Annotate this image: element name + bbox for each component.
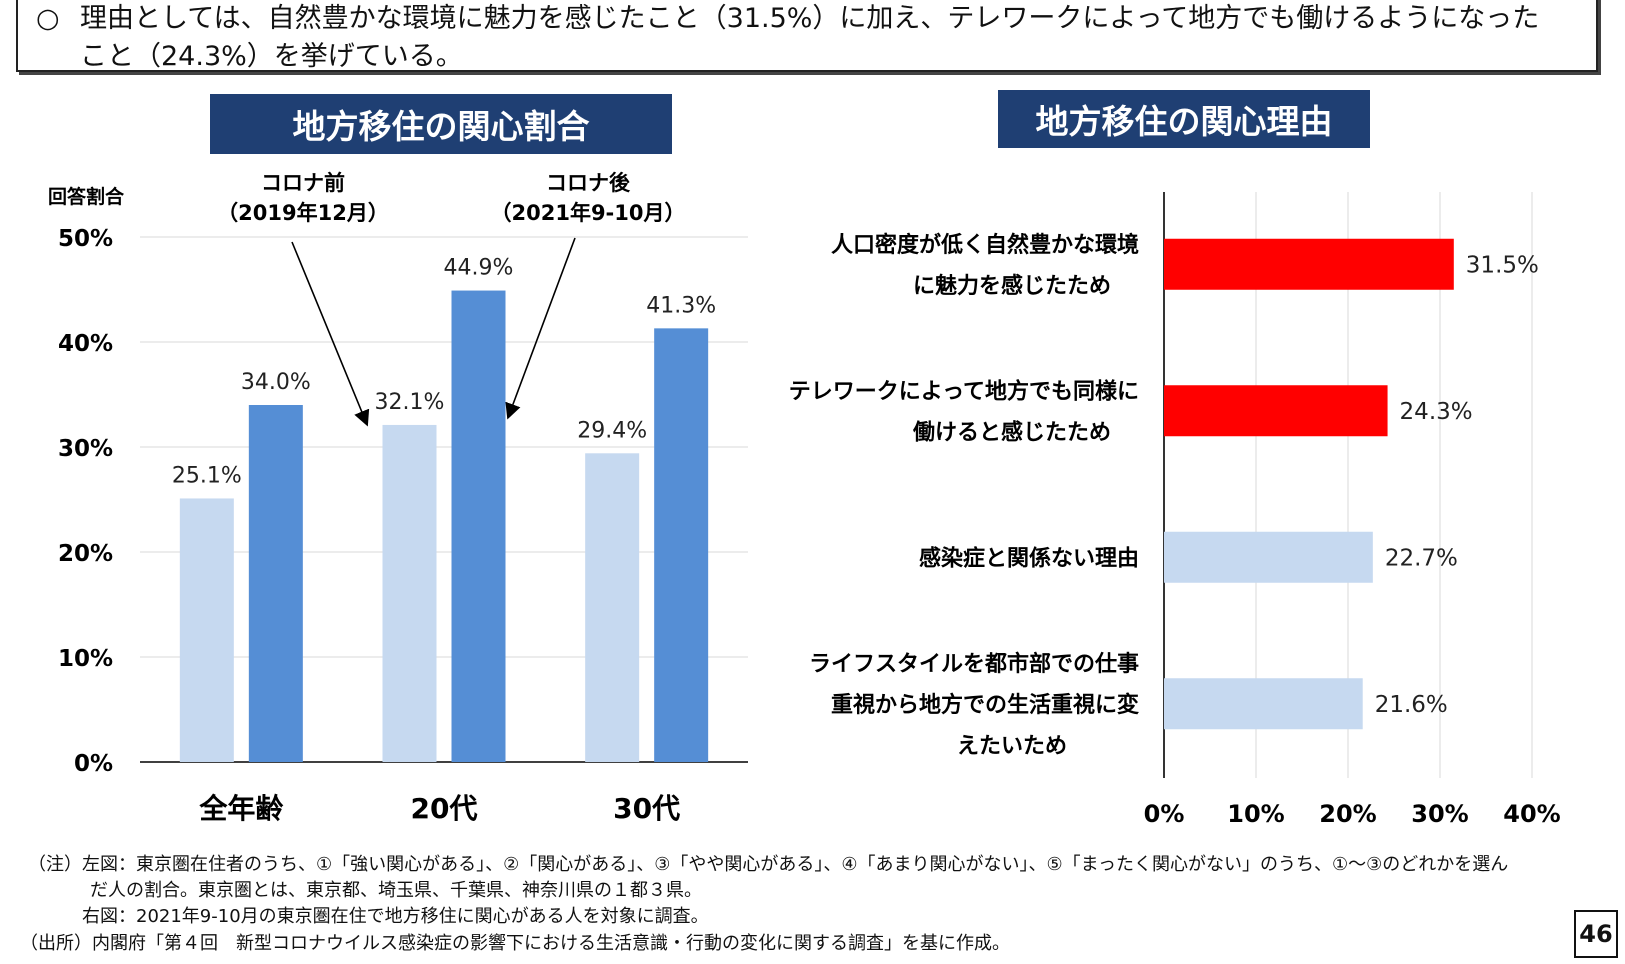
- left-bar-data-label: 44.9%: [444, 256, 514, 281]
- right-bar: [1164, 678, 1363, 730]
- right-category-label: えたいため: [957, 734, 1067, 759]
- right-bar-data-label: 24.3%: [1400, 399, 1473, 425]
- left-bar: [248, 405, 303, 762]
- right-x-tick-label: 0%: [1144, 800, 1185, 828]
- left-chart-title: 地方移住の関心割合: [210, 94, 672, 154]
- left-bar-data-label: 41.3%: [646, 293, 716, 318]
- right-chart-title: 地方移住の関心理由: [998, 90, 1370, 148]
- left-bar-data-label: 29.4%: [577, 418, 647, 443]
- right-category-label: 感染症と関係ない理由: [919, 545, 1139, 571]
- left-bar-data-label: 34.0%: [241, 370, 311, 395]
- right-x-tick-label: 20%: [1319, 800, 1376, 828]
- right-bar: [1164, 531, 1373, 583]
- left-y-tick-label: 0%: [74, 751, 113, 777]
- left-bar: [451, 290, 506, 762]
- right-x-tick-label: 10%: [1227, 800, 1284, 828]
- left-bar: [382, 424, 437, 762]
- right-bar-data-label: 22.7%: [1385, 545, 1458, 571]
- summary-bullet: ○: [36, 3, 60, 34]
- left-bar: [654, 328, 709, 762]
- left-y-tick-label: 30%: [58, 436, 113, 462]
- left-bar-data-label: 32.1%: [375, 390, 445, 415]
- annotation-after-line2: （2021年9-10月）: [491, 201, 686, 225]
- left-y-axis-label: 回答割合: [48, 185, 125, 208]
- right-category-label: に魅力を感じたため: [913, 273, 1111, 299]
- left-bar-chart: 回答割合 0% 10% 20% 30% 40% 50% 25.1% 34.0% 32.1% 44…: [48, 171, 748, 825]
- annotation-after-line1: コロナ後: [546, 171, 631, 195]
- left-bar: [585, 453, 640, 762]
- right-bar: [1164, 238, 1454, 290]
- right-x-tick-label: 30%: [1411, 800, 1468, 828]
- summary-line-1: 理由としては、自然豊かな環境に魅力を感じたこと（31.5%）に加え、テレワークに…: [80, 3, 1540, 34]
- right-category-label: 人口密度が低く自然豊かな環境: [831, 232, 1139, 258]
- right-category-label: 働けると感じたため: [912, 419, 1111, 445]
- footnote-3: 右図：2021年9-10月の東京圏在住で地方移住に関心がある人を対象に調査。: [82, 906, 709, 927]
- right-x-tick-label: 40%: [1503, 800, 1560, 828]
- summary-box: [16, 0, 1598, 72]
- annotation-before-line1: コロナ前: [261, 171, 345, 195]
- annotation-before-arrow: [291, 241, 370, 427]
- left-y-tick-label: 10%: [58, 646, 113, 672]
- footnote-source: （出所）内閣府「第４回 新型コロナウイルス感染症の影響下における生活意識・行動の…: [20, 933, 1010, 954]
- right-bar: [1164, 385, 1388, 437]
- summary-text: ○ 理由としては、自然豊かな環境に魅力を感じたこと（31.5%）に加え、テレワーク…: [36, 0, 1576, 76]
- page-number: 46: [1574, 910, 1618, 958]
- annotation-before-line2: （2019年12月）: [217, 201, 389, 225]
- left-y-tick-label: 20%: [58, 541, 113, 567]
- left-y-tick-label: 40%: [58, 331, 113, 357]
- footnote-1: （注）左図：東京圏在住者のうち、①「強い関心がある」、②「関心がある」、③「やや…: [28, 854, 1509, 875]
- footnote-2: だ人の割合。東京圏とは、東京都、埼玉県、千葉県、神奈川県の１都３県。: [90, 880, 702, 901]
- right-category-label: テレワークによって地方でも同様に: [789, 378, 1139, 404]
- left-category-label: 20代: [411, 792, 478, 825]
- right-category-label: ライフスタイルを都市部での仕事: [809, 651, 1139, 677]
- left-bar: [179, 498, 234, 762]
- right-category-label: 重視から地方での生活重視に変: [831, 692, 1139, 718]
- annotation-after-arrow: [505, 237, 576, 420]
- right-bar-data-label: 21.6%: [1375, 692, 1448, 718]
- summary-line-2: こと（24.3%）を挙げている。: [80, 41, 463, 72]
- left-y-tick-label: 50%: [58, 226, 113, 252]
- right-bar-data-label: 31.5%: [1466, 252, 1539, 278]
- left-bar-data-label: 25.1%: [172, 463, 242, 488]
- left-category-label: 全年齢: [198, 792, 283, 825]
- left-category-label: 30代: [613, 792, 680, 825]
- right-bar-chart: 31.5% 24.3% 22.7% 21.6% 人口密度が低く自然豊かな環境に魅力を感…: [789, 192, 1561, 828]
